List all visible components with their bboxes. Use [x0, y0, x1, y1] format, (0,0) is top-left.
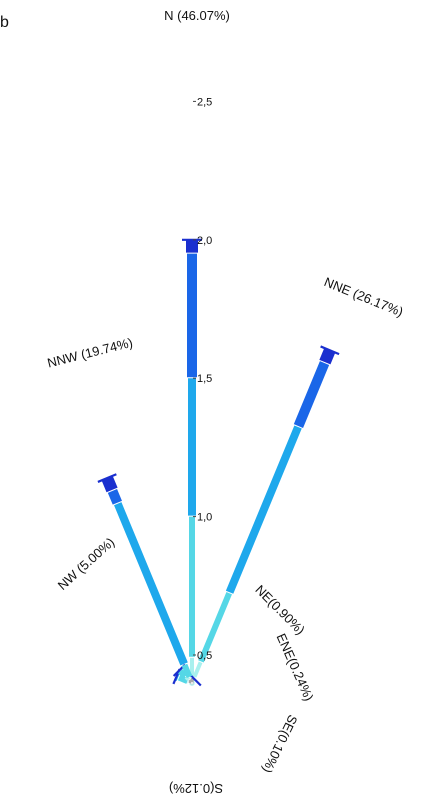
rose-segment-nnw-0: [189, 678, 193, 683]
rose-segment-nw-2: [177, 668, 188, 679]
rose-segment-wnw-2: [177, 674, 189, 684]
radial-tick-label: 2,0: [197, 235, 212, 247]
panel-letter: b: [0, 14, 9, 31]
rose-cap-nne: [320, 345, 340, 356]
rose-segment-nnw-3: [114, 502, 188, 666]
rose-segment-nnw-2: [181, 663, 193, 679]
rose-segment-nnw-4: [107, 488, 122, 505]
direction-label-n: N (46.07%): [164, 8, 230, 23]
rose-segment-nne-3: [225, 425, 302, 594]
radial-tick-label: 2,5: [197, 96, 212, 108]
direction-label-s: S(0.12%): [169, 781, 223, 794]
direction-label-ne: NE(0.90%): [252, 582, 308, 638]
rose-segment-nne-2: [198, 592, 232, 663]
radial-tick-label: 1,0: [197, 512, 212, 524]
rose-cap-nnw: [97, 473, 117, 483]
rose-segment-nnw-5: [101, 475, 118, 493]
direction-label-nne: NNE (26.17%): [322, 274, 405, 319]
rose-segment-nne-1: [192, 661, 203, 678]
direction-label-nnw: NNW (19.74%): [46, 335, 134, 371]
direction-label-se: SE(0.10%): [260, 712, 301, 775]
radial-tick-label: 1,5: [197, 373, 212, 385]
rose-segment-nne-5: [319, 347, 336, 365]
radial-tick-label: 0,5: [197, 650, 212, 662]
rose-segment-nne-4: [293, 361, 330, 428]
direction-label-nw: NW (5.00%): [55, 534, 118, 593]
direction-label-ene: ENE(0.24%): [274, 631, 317, 703]
